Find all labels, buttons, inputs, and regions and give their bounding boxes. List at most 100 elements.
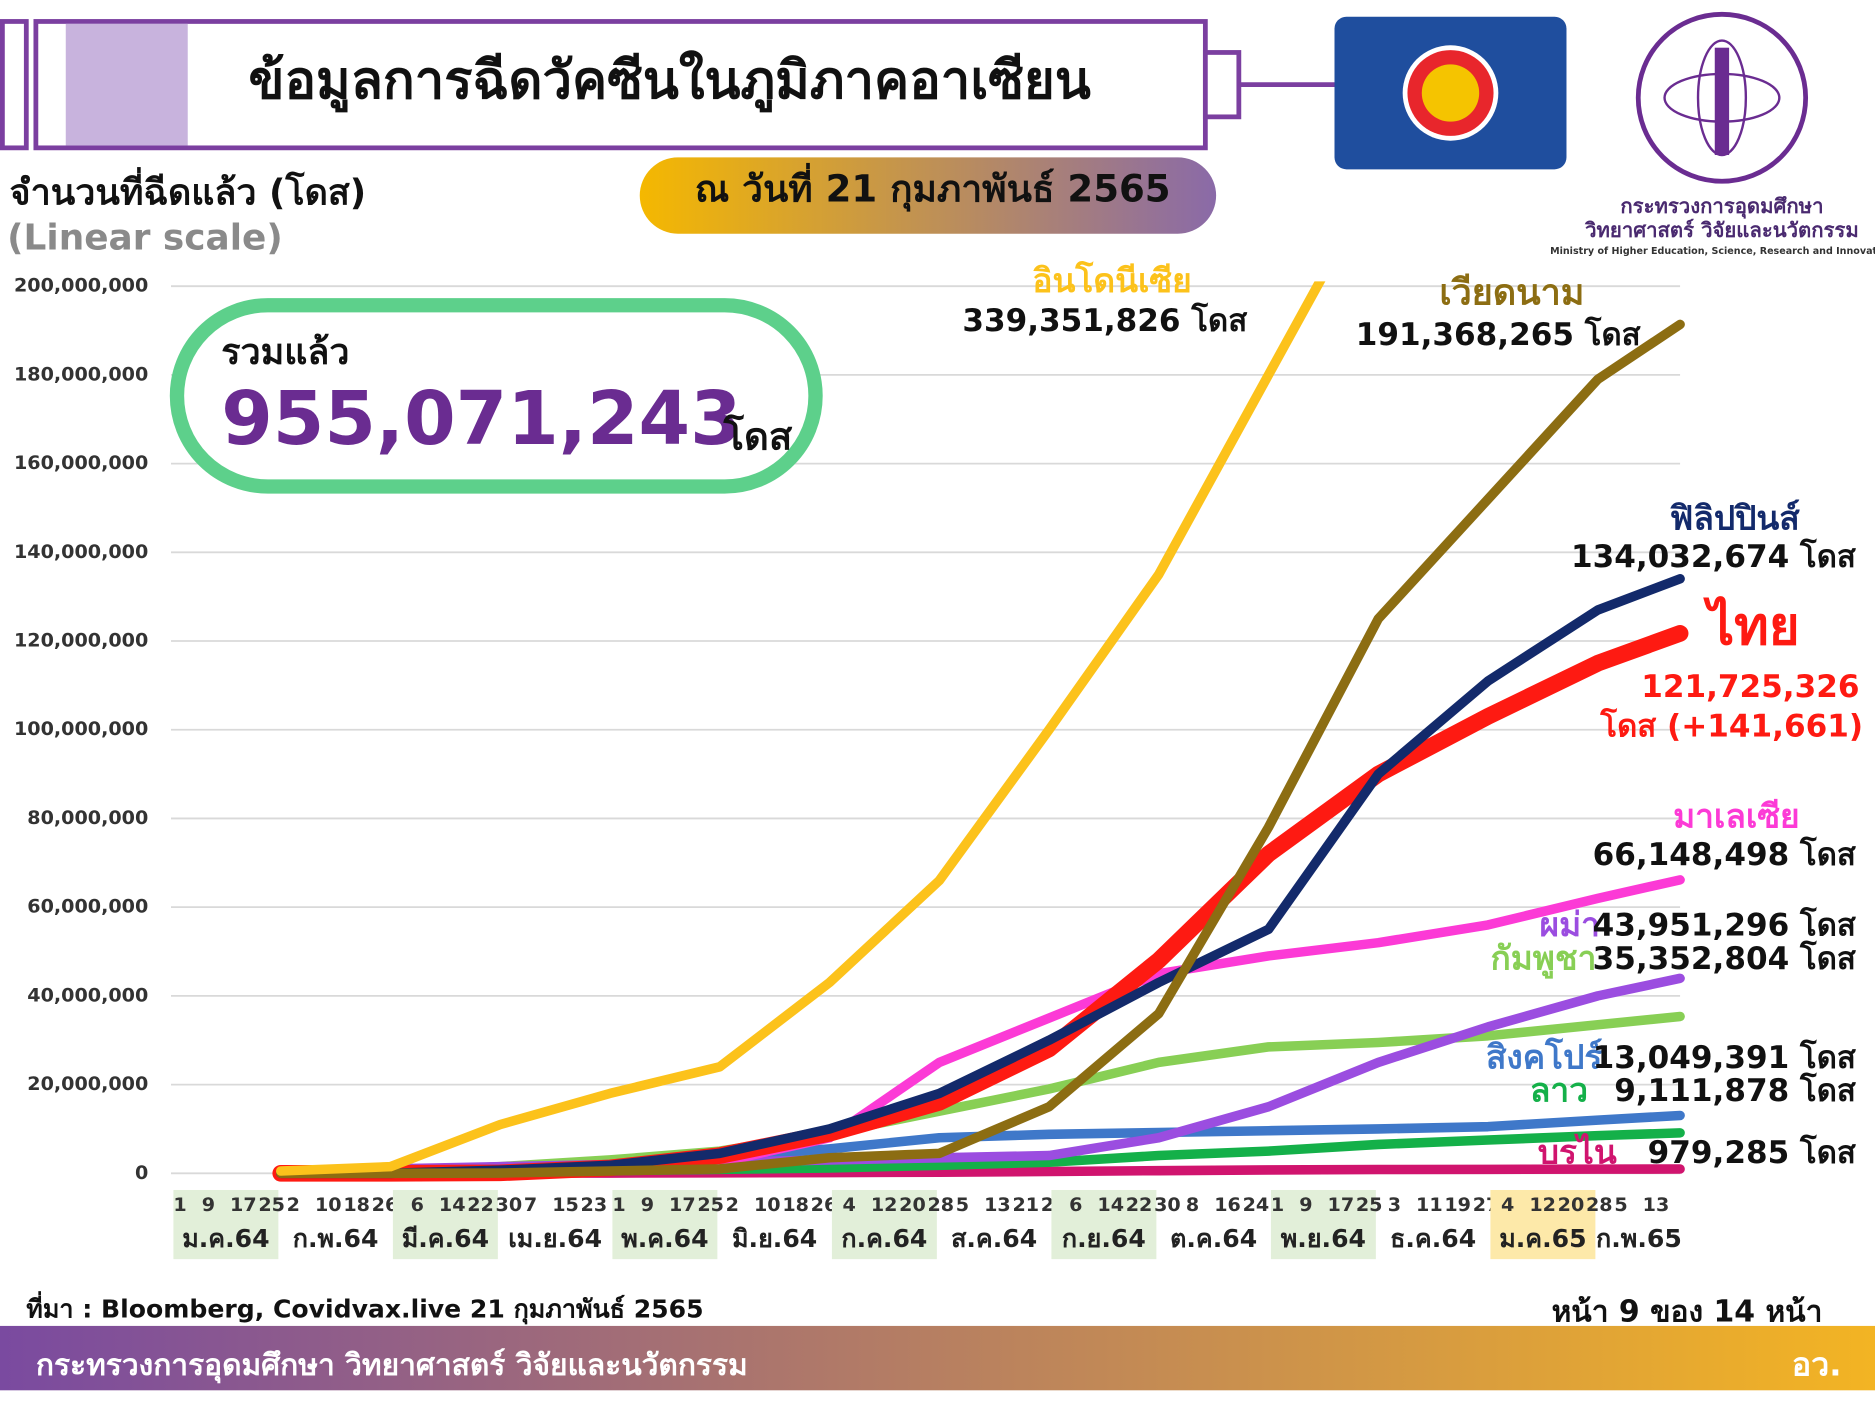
series-value-label: 121,725,326 xyxy=(1641,669,1859,705)
series-line xyxy=(272,625,1689,1182)
series-value-label: 9,111,878 โดส xyxy=(1614,1072,1856,1109)
x-day-label: 17 xyxy=(669,1193,696,1216)
x-day-label: 1 xyxy=(173,1193,186,1216)
ministry-th-1: กระทรวงการอุดมศึกษา xyxy=(1620,194,1823,219)
x-day-label: 2 xyxy=(726,1193,739,1216)
asean-flag xyxy=(1334,16,1567,170)
month-highlight xyxy=(831,1189,937,1260)
series-value-label: 66,148,498 โดส xyxy=(1593,836,1856,873)
total-caption: รวมแล้ว xyxy=(221,332,349,373)
footer-abbr: อว. xyxy=(1792,1345,1842,1383)
x-month-label: พ.ย.64 xyxy=(1281,1224,1366,1253)
x-month-label: ส.ค.64 xyxy=(951,1224,1037,1253)
scale-note: (Linear scale) xyxy=(7,218,283,259)
x-day-label: 4 xyxy=(1501,1193,1514,1216)
x-month-label: ม.ค.64 xyxy=(182,1224,269,1253)
series-value-label: 979,285 โดส xyxy=(1648,1134,1856,1171)
x-day-label: 28 xyxy=(927,1193,954,1216)
x-day-label: 1 xyxy=(1271,1193,1284,1216)
x-day-label: 3 xyxy=(1388,1193,1401,1216)
x-day-label: 12 xyxy=(871,1193,898,1216)
footer-ministry: กระทรวงการอุดมศึกษา วิทยาศาสตร์ วิจัยและ… xyxy=(36,1348,748,1383)
x-month-label: ก.ย.64 xyxy=(1062,1224,1146,1253)
x-day-label: 6 xyxy=(411,1193,424,1216)
legend-name: สิงคโปร์ xyxy=(1486,1037,1602,1076)
x-month-label: ก.พ.65 xyxy=(1596,1224,1682,1253)
x-day-label: 28 xyxy=(1586,1193,1613,1216)
plot: 0 20,000,000 40,000,000 60,000,000 80,000,00… xyxy=(14,274,1689,1260)
x-day-label: 10 xyxy=(754,1193,781,1216)
x-day-label: 11 xyxy=(1416,1193,1443,1216)
legend-name: เวียดนาม xyxy=(1439,273,1584,314)
y-tick-label: 40,000,000 xyxy=(27,983,148,1006)
x-day-label: 9 xyxy=(1299,1193,1312,1216)
x-day-label: 18 xyxy=(782,1193,809,1216)
x-day-label: 23 xyxy=(581,1193,608,1216)
x-day-label: 9 xyxy=(641,1193,654,1216)
syringe-header xyxy=(0,19,1335,151)
x-day-label: 8 xyxy=(1186,1193,1199,1216)
date: ณ วันที่ 21 กุมภาพันธ์ 2565 xyxy=(695,162,1171,212)
series-value-label: 43,951,296 โดส xyxy=(1593,907,1856,944)
series-value-label: 191,368,265 โดส xyxy=(1356,316,1641,353)
x-day-label: 4 xyxy=(843,1193,856,1216)
y-tick-label: 0 xyxy=(135,1161,148,1184)
ministry-logo xyxy=(1635,11,1809,184)
x-day-label: 16 xyxy=(1214,1193,1241,1216)
legend-name: ลาว xyxy=(1530,1071,1588,1110)
month-highlight xyxy=(392,1189,498,1260)
x-day-label: 12 xyxy=(1529,1193,1556,1216)
x-day-label: 17 xyxy=(230,1193,257,1216)
footer-bar xyxy=(0,1325,1875,1391)
y-tick-label: 60,000,000 xyxy=(27,895,148,918)
x-day-label: 26 xyxy=(372,1193,399,1216)
page-number: หน้า 9 ของ 14 หน้า xyxy=(1552,1294,1823,1329)
month-highlight xyxy=(173,1189,279,1260)
x-day-label: 2 xyxy=(287,1193,300,1216)
series-value-label: 13,049,391 โดส xyxy=(1593,1039,1856,1076)
x-month-label: ต.ค.64 xyxy=(1170,1224,1257,1253)
x-day-label: 22 xyxy=(1126,1193,1153,1216)
ministry-th-2: วิทยาศาสตร์ วิจัยและนวัตกรรม xyxy=(1585,218,1859,242)
y-tick-label: 120,000,000 xyxy=(14,629,148,652)
total-unit: โดส xyxy=(722,413,792,459)
x-month-label: ก.พ.64 xyxy=(293,1224,379,1253)
series-change-label: โดส (+141,661) xyxy=(1599,707,1863,744)
x-day-label: 9 xyxy=(202,1193,215,1216)
x-day-label: 30 xyxy=(1154,1193,1181,1216)
ministry-en: Ministry of Higher Education, Science, R… xyxy=(1550,246,1875,257)
x-day-label: 13 xyxy=(1643,1193,1670,1216)
x-month-label: ธ.ค.64 xyxy=(1390,1224,1476,1253)
legend-name: ฟิลิปปินส์ xyxy=(1669,498,1800,537)
series-line xyxy=(275,281,1326,1176)
month-highlight xyxy=(1490,1189,1596,1260)
x-day-label: 26 xyxy=(811,1193,838,1216)
y-tick-label: 160,000,000 xyxy=(14,451,148,474)
x-day-label: 20 xyxy=(899,1193,926,1216)
x-day-label: 17 xyxy=(1328,1193,1355,1216)
x-day-label: 6 xyxy=(1069,1193,1082,1216)
x-day-label: 25 xyxy=(697,1193,724,1216)
series-value-label: 134,032,674 โดส xyxy=(1571,538,1856,575)
x-day-label: 14 xyxy=(439,1193,466,1216)
x-day-label: 13 xyxy=(984,1193,1011,1216)
y-tick-label: 100,000,000 xyxy=(14,717,148,740)
x-day-label: 18 xyxy=(343,1193,370,1216)
legend-name: มาเลเซีย xyxy=(1673,796,1800,835)
x-day-label: 25 xyxy=(1356,1193,1383,1216)
x-month-label: ม.ค.65 xyxy=(1499,1224,1586,1253)
legend-name: กัมพูชา xyxy=(1490,938,1596,979)
series-value-label: 339,351,826 โดส xyxy=(962,302,1247,339)
y-axis-label: จำนวนที่ฉีดแล้ว (โดส) xyxy=(10,166,367,213)
x-month-label: ก.ค.64 xyxy=(841,1224,927,1253)
x-day-label: 22 xyxy=(467,1193,494,1216)
x-month-label: เม.ย.64 xyxy=(508,1224,602,1253)
x-month-label: มิ.ย.64 xyxy=(732,1224,817,1253)
x-month-label: มี.ค.64 xyxy=(402,1224,489,1253)
y-tick-label: 200,000,000 xyxy=(14,274,148,297)
x-day-label: 1 xyxy=(612,1193,625,1216)
x-day-label: 10 xyxy=(315,1193,342,1216)
x-day-label: 20 xyxy=(1558,1193,1585,1216)
legend-name: ผม่า xyxy=(1539,905,1599,944)
